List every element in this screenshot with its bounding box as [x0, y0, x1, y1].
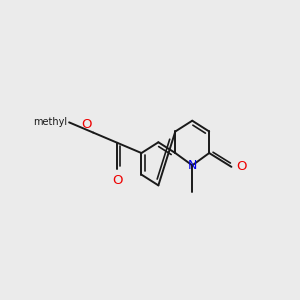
Text: O: O [112, 174, 123, 187]
Text: N: N [188, 159, 197, 172]
Text: O: O [236, 160, 247, 173]
Text: O: O [81, 118, 92, 131]
Text: methyl: methyl [33, 117, 67, 128]
